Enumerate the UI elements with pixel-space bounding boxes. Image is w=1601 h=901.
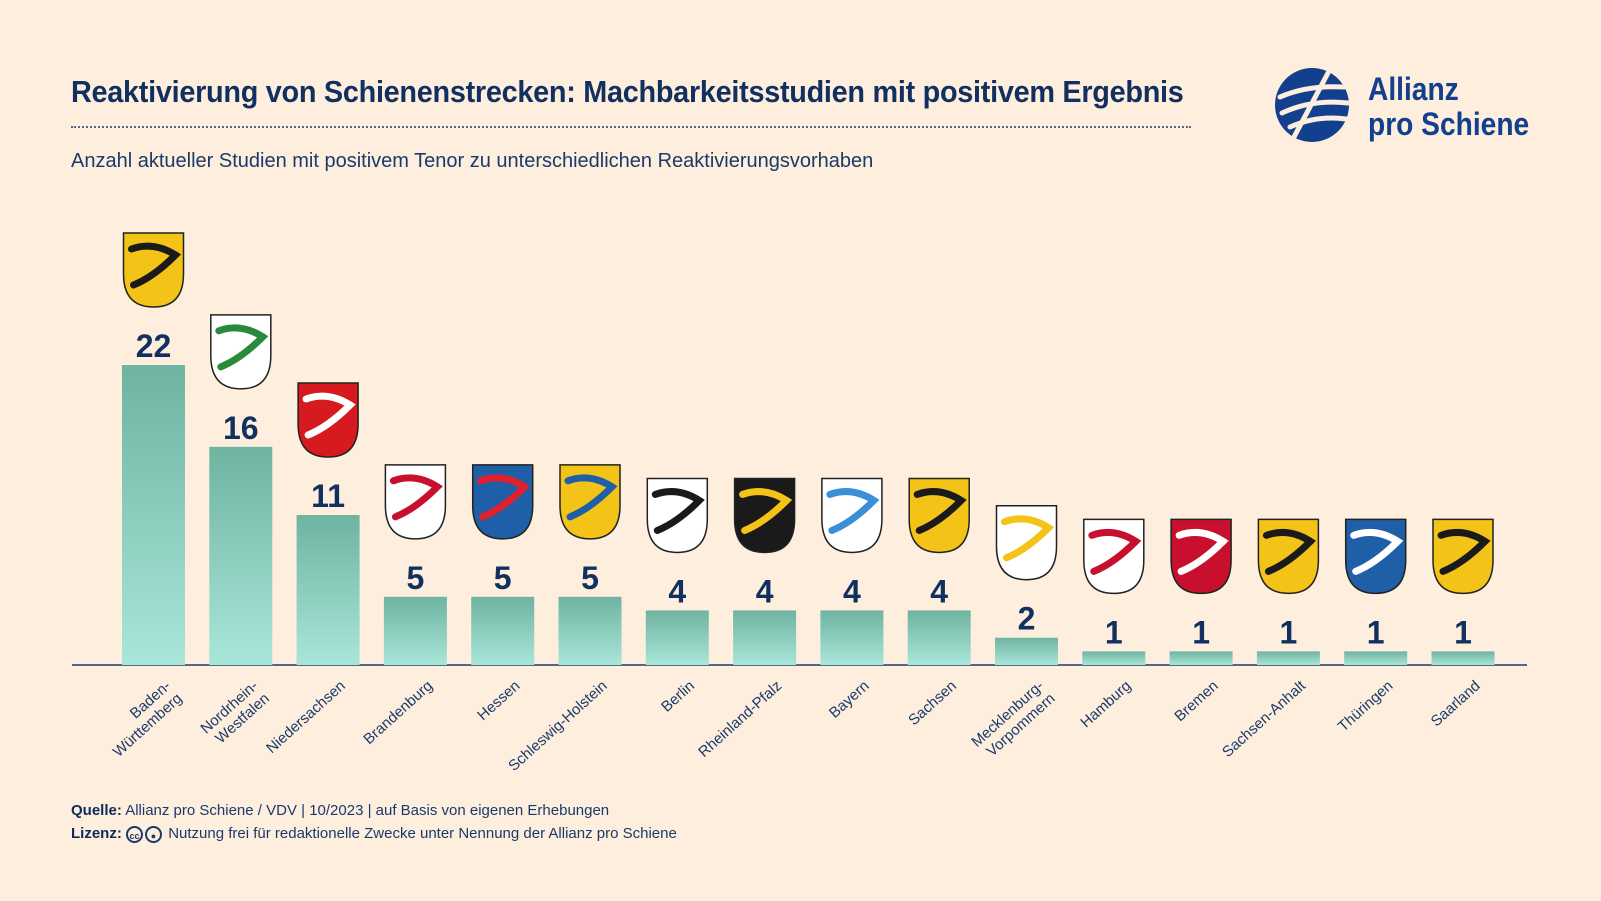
value-label: 5 [407, 560, 425, 596]
value-label: 1 [1367, 614, 1385, 650]
category-label-sachsen: Sachsen [905, 677, 960, 729]
value-label: 4 [930, 573, 948, 609]
source-text: Allianz pro Schiene / VDV | 10/2023 | au… [125, 802, 610, 819]
bar-hamburg [1082, 651, 1146, 665]
allianz-pro-schiene-logo [1275, 68, 1351, 142]
category-label-bremen: Bremen [1171, 677, 1221, 725]
value-label: 1 [1105, 614, 1123, 650]
cc-icon: cc [126, 825, 144, 843]
coat-of-arms-saarland-icon [1432, 518, 1494, 595]
value-label: 1 [1280, 614, 1298, 650]
category-label-hamburg: Hamburg [1077, 677, 1134, 731]
coat-of-arms-nordrhein-westfalen-icon [210, 314, 272, 390]
bar-rheinland-pfalz [733, 610, 797, 665]
coat-of-arms-rheinland-pfalz-icon [733, 477, 796, 554]
bar-saarland [1431, 651, 1495, 665]
source-label: Quelle: [71, 802, 122, 819]
coat-of-arms-schleswig-holstein-icon [559, 464, 621, 540]
value-label: 5 [581, 560, 599, 596]
category-label-mecklenburg-vorpommern: Mecklenburg-Vorpommern [968, 677, 1058, 763]
category-label-nordrhein-westfalen: Nordrhein-Westfalen [197, 677, 272, 750]
bar-bayern [820, 610, 884, 665]
coat-of-arms-brandenburg-icon [384, 464, 447, 540]
value-label: 1 [1192, 614, 1210, 650]
chart-title: Reaktivierung von Schienenstrecken: Mach… [71, 74, 1184, 109]
coat-of-arms-baden-wuerttemberg-icon [122, 232, 185, 308]
bar-baden-w-rttemberg [122, 365, 185, 665]
value-label: 22 [136, 328, 172, 364]
bar-berlin [645, 610, 709, 665]
value-label: 4 [843, 573, 861, 609]
logo-line-2: pro Schiene [1368, 106, 1530, 142]
category-label-hessen: Hessen [474, 677, 523, 724]
bar-th-ringen [1344, 651, 1408, 665]
bar-hessen [471, 596, 535, 665]
chart-subtitle: Anzahl aktueller Studien mit positivem T… [71, 150, 874, 172]
category-label-berlin: Berlin [658, 677, 698, 715]
bar-sachsen [907, 610, 971, 665]
value-label: 2 [1018, 601, 1036, 637]
value-label: 16 [223, 410, 259, 446]
title-divider [71, 126, 1191, 128]
category-label-niedersachsen: Niedersachsen [263, 677, 349, 757]
value-label: 5 [494, 560, 512, 596]
bar-schleswig-holstein [558, 596, 622, 665]
coat-of-arms-berlin-icon [646, 477, 709, 554]
source-line: Quelle: Allianz pro Schiene / VDV | 10/2… [71, 802, 609, 819]
value-label: 4 [756, 573, 774, 609]
value-label: 4 [668, 573, 686, 609]
category-label-baden-w-rttemberg: Baden-Württemberg [98, 677, 185, 760]
coat-of-arms-sachsen-icon [908, 477, 970, 554]
category-label-brandenburg: Brandenburg [360, 677, 436, 748]
bar-niedersachsen [296, 515, 360, 665]
coat-of-arms-niedersachsen-icon [297, 382, 359, 458]
value-label: 11 [311, 478, 345, 514]
coat-of-arms-mecklenburg-vorpommern-icon [995, 504, 1058, 581]
coat-of-arms-bayern-icon [821, 477, 883, 554]
license-label: Lizenz: [71, 825, 122, 842]
category-label-bayern: Bayern [826, 677, 873, 721]
category-label-th-ringen: Thüringen [1335, 677, 1397, 735]
license-line: Lizenz: cc ● Nutzung frei für redaktionel… [71, 825, 677, 843]
logo-text: Allianz pro Schiene [1368, 72, 1529, 142]
license-text: Nutzung frei für redaktionelle Zwecke un… [168, 825, 677, 842]
category-label-sachsen-anhalt: Sachsen-Anhalt [1219, 677, 1310, 761]
by-icon: ● [145, 825, 163, 843]
bar-nordrhein-westfalen [209, 446, 273, 665]
bar-brandenburg [383, 596, 447, 665]
bar-bremen [1169, 651, 1233, 665]
coat-of-arms-hamburg-icon [1083, 518, 1145, 595]
bar-sachsen-anhalt [1256, 651, 1320, 665]
coat-of-arms-bremen-icon [1170, 518, 1232, 595]
coat-of-arms-sachsen-anhalt-icon [1257, 518, 1320, 595]
logo-line-1: Allianz [1368, 71, 1459, 107]
value-label: 1 [1454, 614, 1472, 650]
category-label-rheinland-pfalz: Rheinland-Pfalz [695, 677, 785, 760]
bar-mecklenburg-vorpommern [995, 637, 1058, 665]
coat-of-arms-hessen-icon [471, 464, 534, 540]
coat-of-arms-thueringen-icon [1344, 518, 1407, 595]
category-label-saarland: Saarland [1428, 677, 1484, 730]
